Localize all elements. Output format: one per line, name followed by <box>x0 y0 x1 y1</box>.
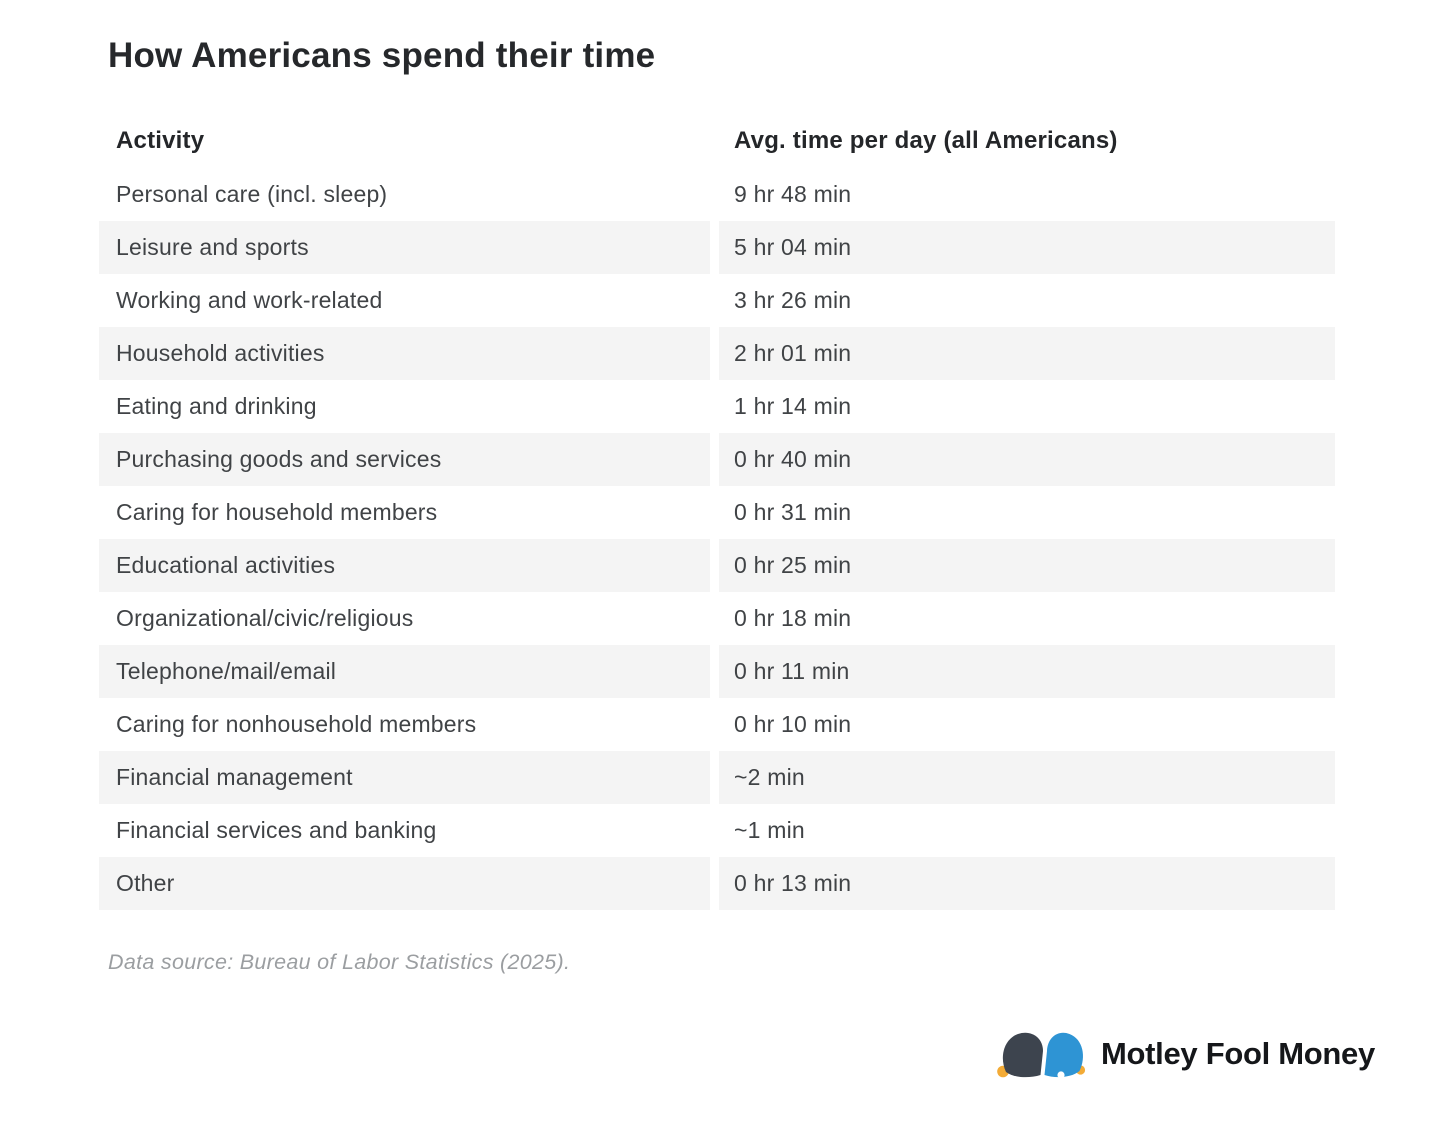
column-header-time: Avg. time per day (all Americans) <box>734 126 1118 154</box>
table-row: Personal care (incl. sleep) 9 hr 48 min <box>99 168 1335 221</box>
brand-logo: Motley Fool Money <box>997 1028 1375 1080</box>
page-title: How Americans spend their time <box>108 36 656 75</box>
data-source-note: Data source: Bureau of Labor Statistics … <box>108 950 571 974</box>
table-row: Other 0 hr 13 min <box>99 857 1335 910</box>
table-header-row: Activity Avg. time per day (all American… <box>99 113 1335 168</box>
table-row: Educational activities 0 hr 25 min <box>99 539 1335 592</box>
table-row: Purchasing goods and services 0 hr 40 mi… <box>99 433 1335 486</box>
table-row: Telephone/mail/email 0 hr 11 min <box>99 645 1335 698</box>
activity-cell: Personal care (incl. sleep) <box>116 181 388 207</box>
column-header-activity: Activity <box>116 126 205 154</box>
activity-cell: Leisure and sports <box>99 221 710 274</box>
column-divider <box>710 380 719 433</box>
column-divider <box>710 804 719 857</box>
table-row: Eating and drinking 1 hr 14 min <box>99 380 1335 433</box>
activity-cell: Working and work-related <box>116 287 383 313</box>
time-cell: 3 hr 26 min <box>734 287 852 313</box>
activity-cell: Purchasing goods and services <box>99 433 710 486</box>
time-cell: 2 hr 01 min <box>719 327 1335 380</box>
time-cell: 1 hr 14 min <box>734 393 852 419</box>
activity-cell: Caring for nonhousehold members <box>116 711 477 737</box>
table-row: Working and work-related 3 hr 26 min <box>99 274 1335 327</box>
activity-cell: Caring for household members <box>116 499 438 525</box>
column-divider <box>710 168 719 221</box>
activity-cell: Financial services and banking <box>116 817 437 843</box>
column-divider <box>710 539 719 592</box>
column-divider <box>710 433 719 486</box>
column-divider <box>710 113 719 168</box>
column-divider <box>710 645 719 698</box>
activity-cell: Eating and drinking <box>116 393 317 419</box>
column-divider <box>710 751 719 804</box>
time-cell: 0 hr 11 min <box>719 645 1335 698</box>
time-cell: 9 hr 48 min <box>734 181 852 207</box>
table-row: Leisure and sports 5 hr 04 min <box>99 221 1335 274</box>
time-cell: 0 hr 25 min <box>719 539 1335 592</box>
table-row: Financial management ~2 min <box>99 751 1335 804</box>
activity-cell: Other <box>99 857 710 910</box>
table-row: Financial services and banking ~1 min <box>99 804 1335 857</box>
activity-cell: Educational activities <box>99 539 710 592</box>
column-divider <box>710 698 719 751</box>
activity-cell: Financial management <box>99 751 710 804</box>
time-cell: 5 hr 04 min <box>719 221 1335 274</box>
time-use-table: Activity Avg. time per day (all American… <box>99 113 1335 910</box>
time-cell: 0 hr 40 min <box>719 433 1335 486</box>
time-cell: 0 hr 31 min <box>734 499 852 525</box>
time-cell: ~1 min <box>734 817 805 843</box>
column-divider <box>710 486 719 539</box>
column-divider <box>710 221 719 274</box>
table-row: Caring for nonhousehold members 0 hr 10 … <box>99 698 1335 751</box>
table-row: Caring for household members 0 hr 31 min <box>99 486 1335 539</box>
jester-hat-icon <box>997 1032 1086 1079</box>
brand-name: Motley Fool Money <box>1101 1036 1375 1071</box>
time-cell: ~2 min <box>719 751 1335 804</box>
time-cell: 0 hr 18 min <box>734 605 852 631</box>
table-row: Household activities 2 hr 01 min <box>99 327 1335 380</box>
column-divider <box>710 327 719 380</box>
activity-cell: Telephone/mail/email <box>99 645 710 698</box>
time-cell: 0 hr 13 min <box>719 857 1335 910</box>
activity-cell: Organizational/civic/religious <box>116 605 414 631</box>
column-divider <box>710 857 719 910</box>
time-cell: 0 hr 10 min <box>734 711 852 737</box>
column-divider <box>710 274 719 327</box>
column-divider <box>710 592 719 645</box>
table-row: Organizational/civic/religious 0 hr 18 m… <box>99 592 1335 645</box>
activity-cell: Household activities <box>99 327 710 380</box>
